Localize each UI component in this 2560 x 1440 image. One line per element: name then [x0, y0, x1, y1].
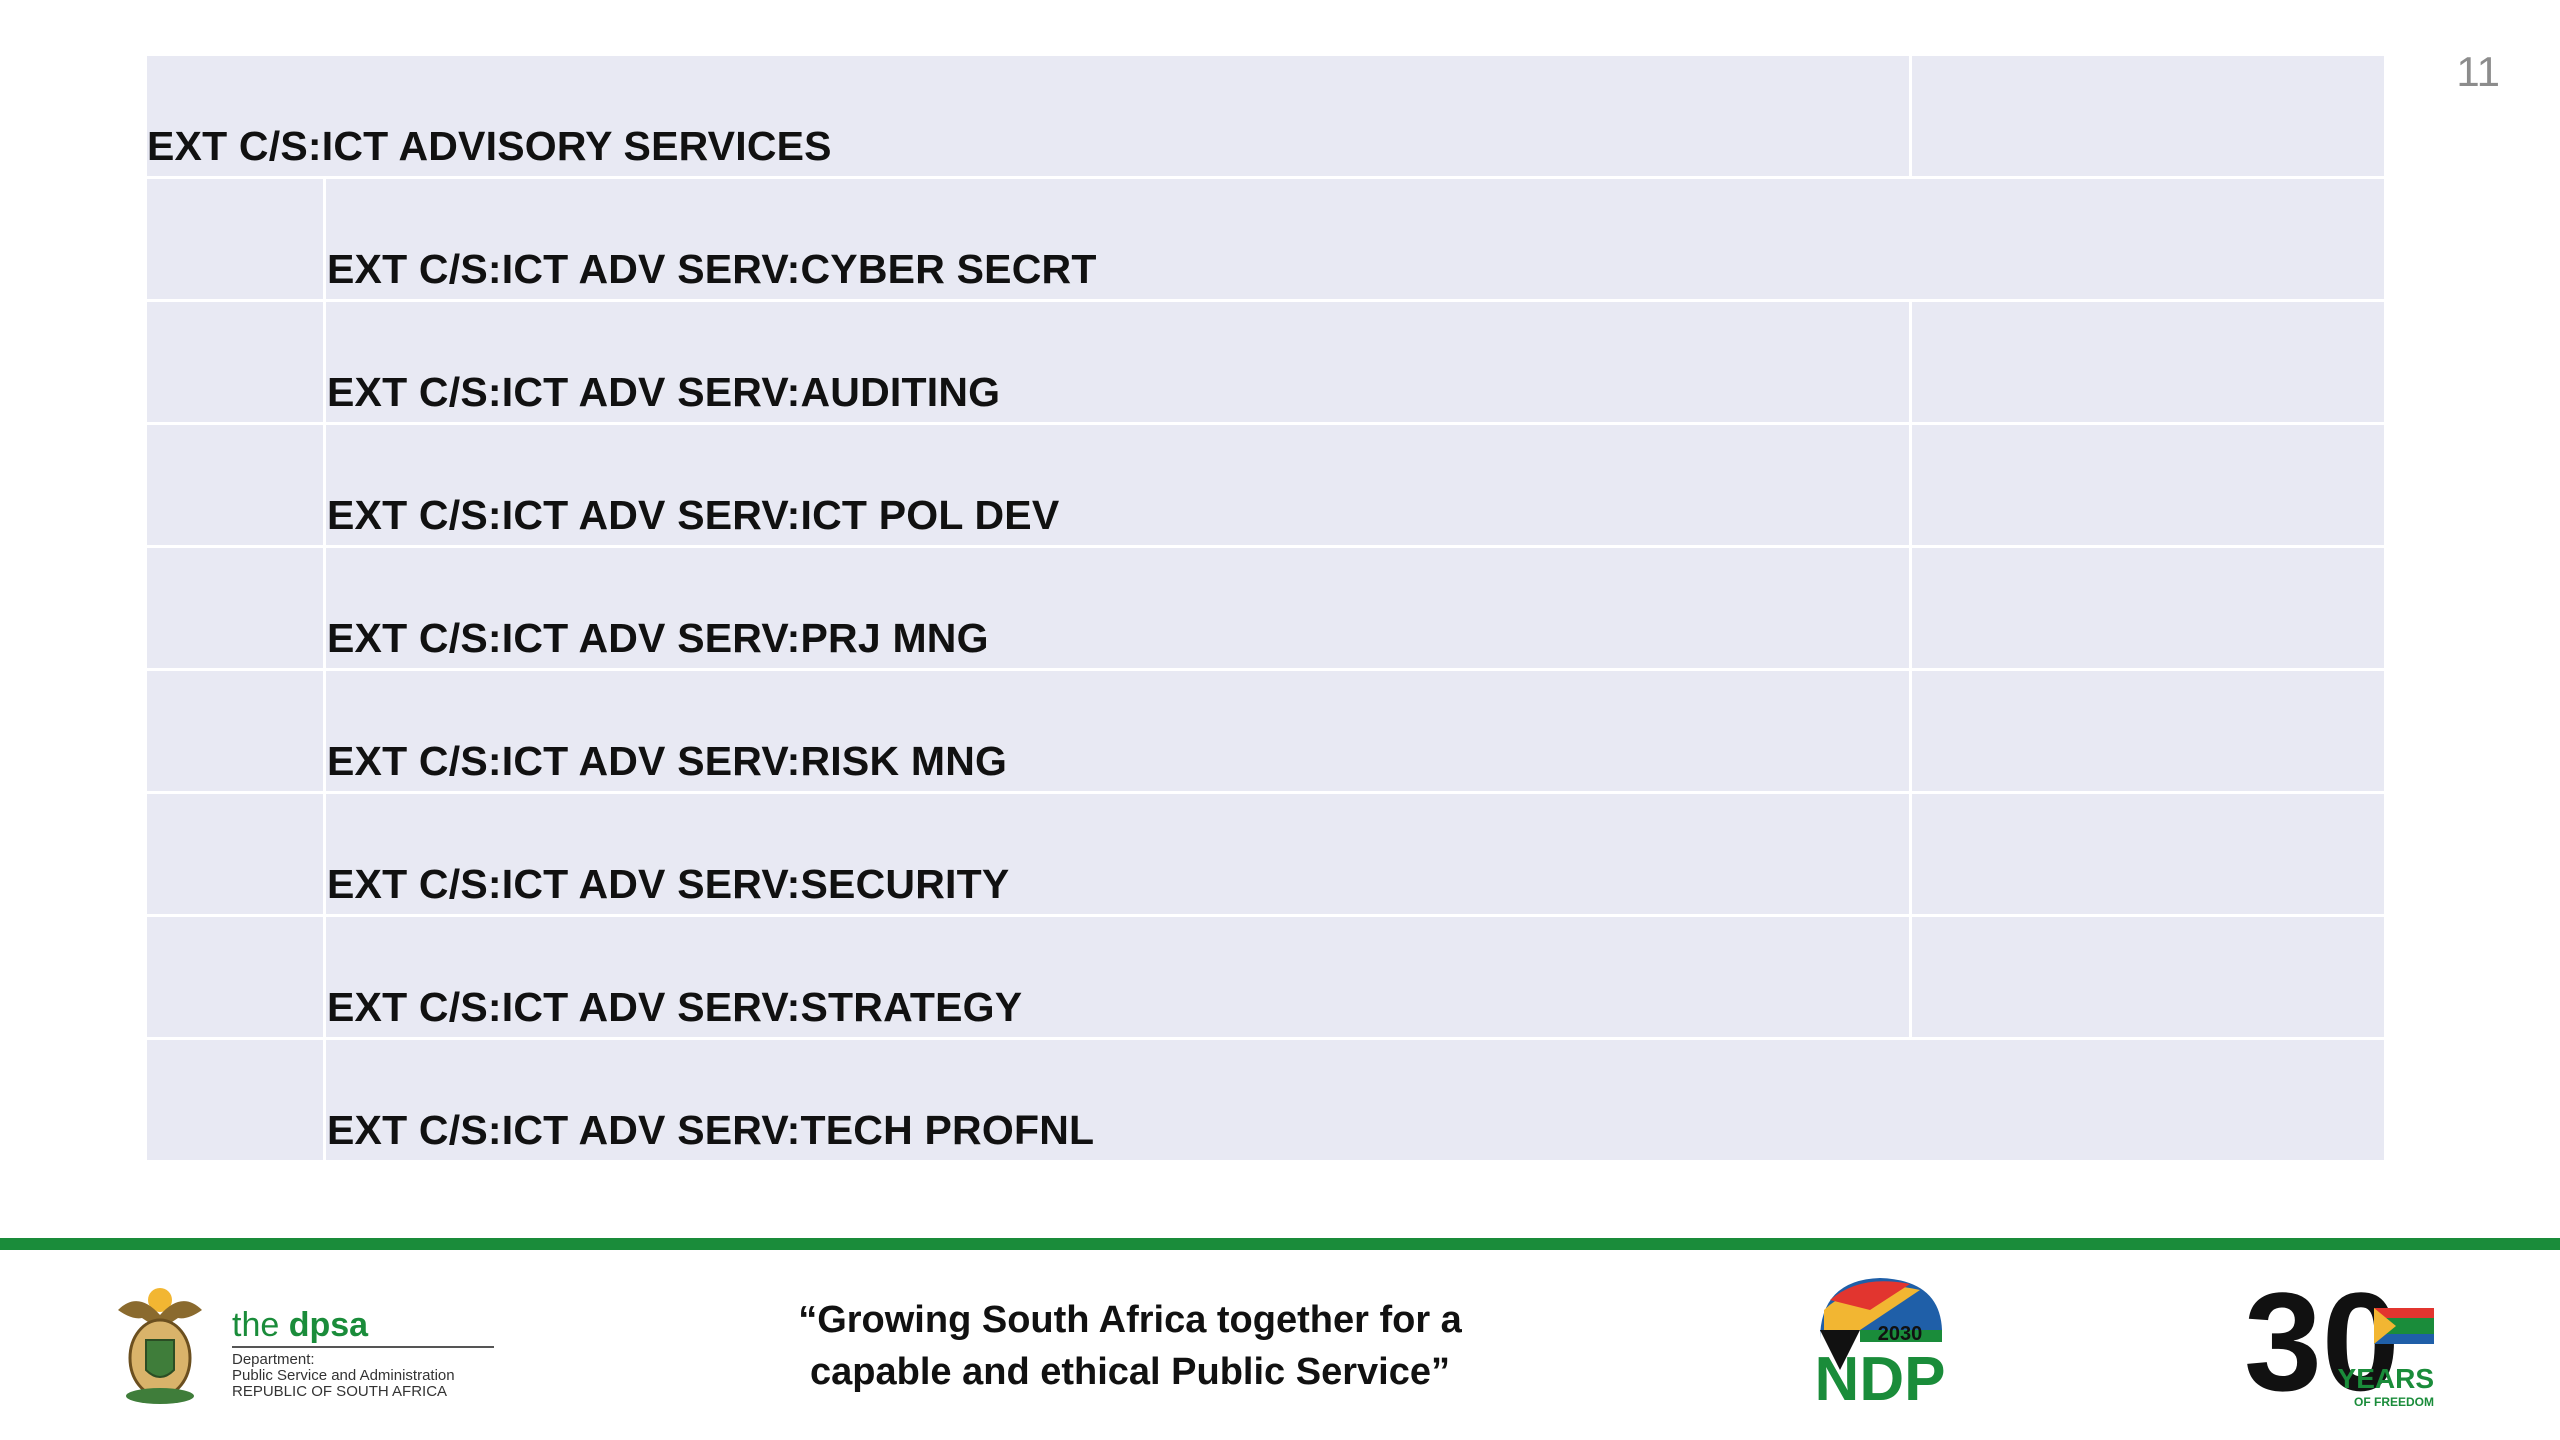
- ndp-year: 2030: [1878, 1323, 1923, 1345]
- indent-cell: [147, 302, 326, 422]
- row-label: EXT C/S:ICT ADV SERV:AUDITING: [327, 369, 1001, 415]
- dpsa-line2: Public Service and Administration: [232, 1367, 455, 1384]
- indent-cell: [147, 1040, 326, 1160]
- dpsa-name: dpsa: [288, 1306, 369, 1344]
- table-row: EXT C/S:ICT ADV SERV:RISK MNG: [147, 671, 2384, 791]
- indent-cell: [147, 548, 326, 668]
- indent-cell: [147, 425, 326, 545]
- table-row: EXT C/S:ICT ADV SERV:SECURITY: [147, 794, 2384, 914]
- table-row: EXT C/S:ICT ADV SERV:AUDITING: [147, 302, 2384, 422]
- footer: the dpsa Department: Public Service and …: [0, 1250, 2560, 1440]
- indent-cell: [147, 671, 326, 791]
- row-label: EXT C/S:ICT ADV SERV:RISK MNG: [327, 738, 1008, 784]
- column-divider: [1909, 302, 1912, 422]
- column-divider: [1909, 917, 1912, 1037]
- table-row: EXT C/S:ICT ADVISORY SERVICES: [147, 56, 2384, 176]
- column-divider: [1909, 671, 1912, 791]
- footer-divider: [0, 1238, 2560, 1250]
- row-label: EXT C/S:ICT ADV SERV:SECURITY: [327, 861, 1010, 907]
- dpsa-the: the: [232, 1306, 280, 1344]
- row-label: EXT C/S:ICT ADVISORY SERVICES: [147, 123, 832, 169]
- row-label: EXT C/S:ICT ADV SERV:PRJ MNG: [327, 615, 989, 661]
- indent-cell: [147, 179, 326, 299]
- dpsa-line3: REPUBLIC OF SOUTH AFRICA: [232, 1383, 448, 1400]
- years-word: YEARS: [2338, 1363, 2434, 1394]
- years-number: 30: [2244, 1270, 2400, 1420]
- table-row: EXT C/S:ICT ADV SERV:ICT POL DEV: [147, 425, 2384, 545]
- row-label: EXT C/S:ICT ADV SERV:ICT POL DEV: [327, 492, 1060, 538]
- years-sub: OF FREEDOM: [2354, 1395, 2434, 1409]
- slogan: “Growing South Africa together for a cap…: [780, 1294, 1480, 1398]
- classification-table: EXT C/S:ICT ADVISORY SERVICES EXT C/S:ICT…: [147, 56, 2384, 1160]
- row-label: EXT C/S:ICT ADV SERV:CYBER SECRT: [327, 246, 1097, 292]
- indent-cell: [147, 917, 326, 1037]
- page-number: 11: [2456, 48, 2500, 95]
- table-row: EXT C/S:ICT ADV SERV:PRJ MNG: [147, 548, 2384, 668]
- 30-years-of-freedom-logo-icon: 30 YEARS OF FREEDOM: [2244, 1270, 2434, 1420]
- row-label: EXT C/S:ICT ADV SERV:STRATEGY: [327, 984, 1023, 1030]
- table-row: EXT C/S:ICT ADV SERV:STRATEGY: [147, 917, 2384, 1037]
- column-divider: [1909, 548, 1912, 668]
- dpsa-line1: Department:: [232, 1351, 315, 1368]
- ndp-logo-icon: 2030 NDP: [1815, 1278, 1946, 1410]
- column-divider: [1909, 56, 1912, 176]
- ndp-name: NDP: [1815, 1345, 1946, 1410]
- slogan-line2: capable and ethical Public Service”: [810, 1351, 1450, 1393]
- dpsa-logo-text: the dpsa Department: Public Service and …: [232, 1306, 502, 1400]
- coat-of-arms-icon: [118, 1288, 202, 1404]
- column-divider: [1909, 425, 1912, 545]
- indent-cell: [147, 794, 326, 914]
- table-row: EXT C/S:ICT ADV SERV:CYBER SECRT: [147, 179, 2384, 299]
- table-row: EXT C/S:ICT ADV SERV:TECH PROFNL: [147, 1040, 2384, 1160]
- slogan-line1: “Growing South Africa together for a: [798, 1299, 1462, 1341]
- row-label: EXT C/S:ICT ADV SERV:TECH PROFNL: [327, 1107, 1095, 1153]
- column-divider: [1909, 794, 1912, 914]
